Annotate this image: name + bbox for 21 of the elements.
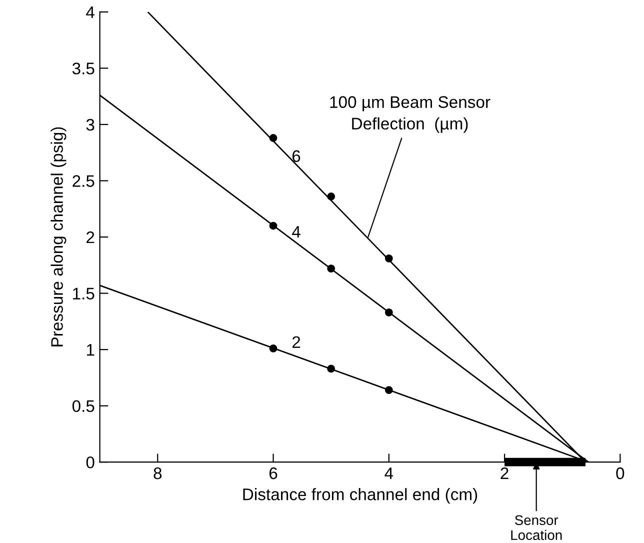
x-tick-label: 0 bbox=[616, 467, 624, 480]
y-tick-label: 1 bbox=[86, 344, 94, 356]
y-axis-title: Pressure along channel (psig) bbox=[50, 127, 66, 346]
x-tick-label: 6 bbox=[269, 467, 278, 480]
y-tick-label: 1.5 bbox=[73, 288, 94, 300]
x-tick-label: 8 bbox=[154, 467, 162, 480]
y-tick-label: 2.5 bbox=[72, 175, 94, 187]
x-axis-title: Distance from channel end (cm) bbox=[243, 488, 478, 504]
y-tick-label: 3 bbox=[86, 118, 94, 131]
series-label: 2 bbox=[292, 336, 300, 348]
annotation: Sensor Location bbox=[511, 515, 562, 540]
series-label: 6 bbox=[292, 150, 300, 162]
series-label: 4 bbox=[292, 226, 300, 238]
y-tick-label: 0 bbox=[86, 456, 94, 468]
x-tick-label: 4 bbox=[384, 468, 394, 480]
y-tick-label: 4 bbox=[86, 6, 94, 18]
y-tick-label: 3.5 bbox=[72, 62, 94, 74]
x-tick-label: 2 bbox=[500, 467, 508, 480]
y-tick-label: 2 bbox=[86, 231, 94, 244]
annotation: 100 µm Beam Sensor Deflection (µm) bbox=[330, 96, 490, 133]
y-tick-label: 0.5 bbox=[72, 400, 94, 412]
